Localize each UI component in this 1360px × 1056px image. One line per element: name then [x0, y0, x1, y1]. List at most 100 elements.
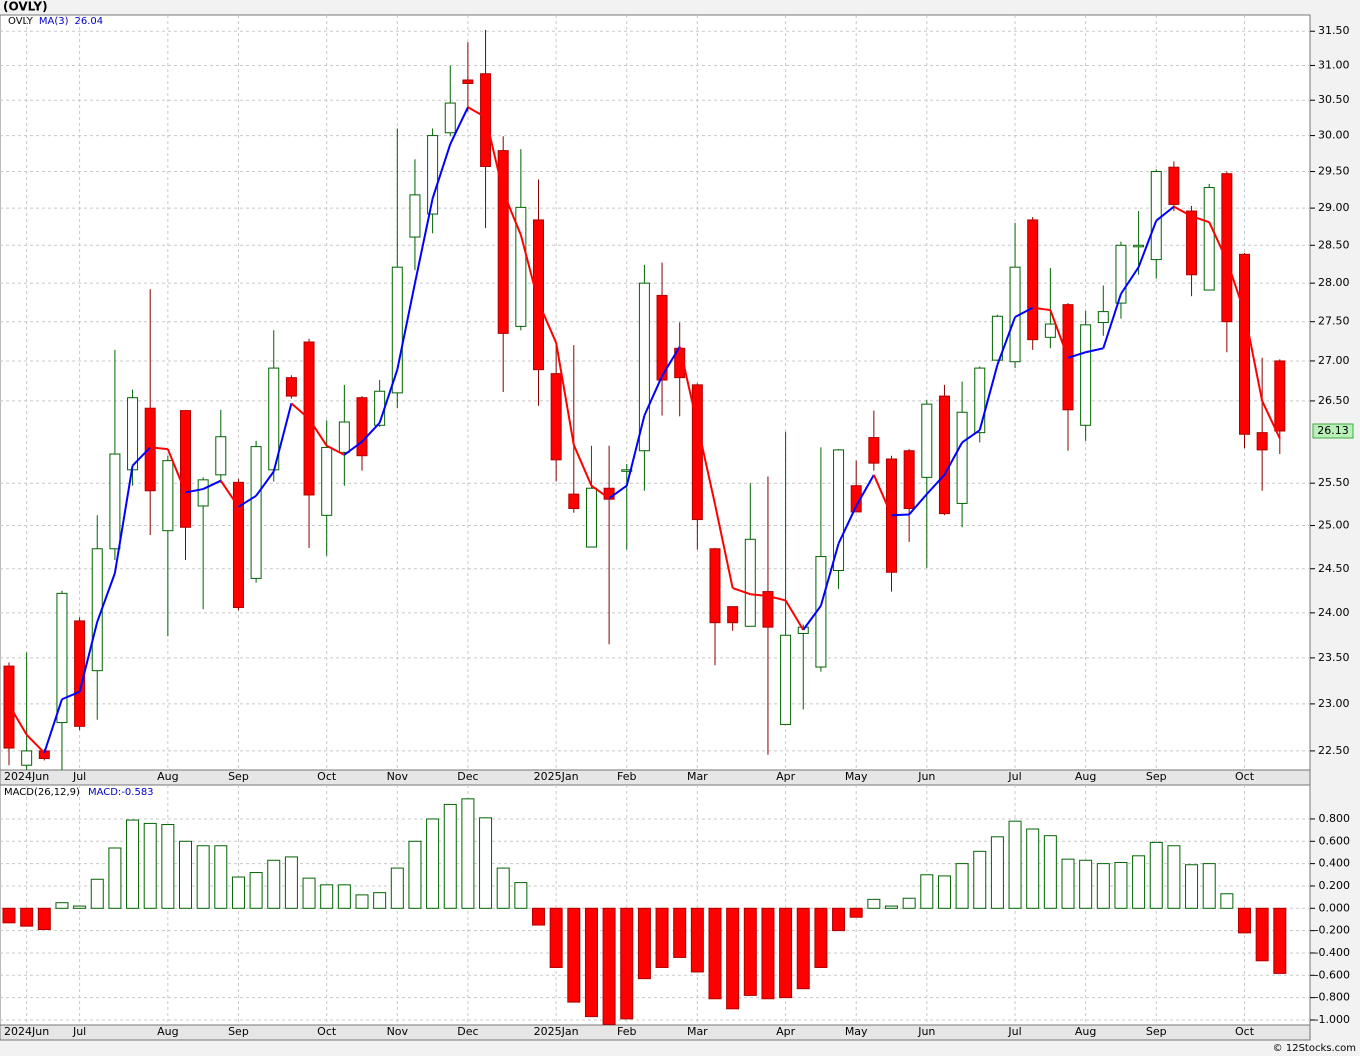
macd-bar — [108, 847, 122, 909]
candle-body — [533, 219, 544, 371]
ma-segment — [96, 572, 116, 623]
ma-segment — [449, 106, 469, 145]
macd-bar — [267, 859, 281, 909]
x-tick-label: May — [845, 770, 868, 783]
macd-bar — [761, 907, 775, 1000]
x-tick-label: May — [845, 1025, 868, 1038]
ma-segment — [714, 504, 734, 589]
candle-body — [1239, 253, 1250, 435]
macd-bar — [1026, 828, 1040, 909]
ma-segment — [1120, 266, 1140, 295]
ma-segment — [78, 621, 99, 693]
ma-segment — [1032, 306, 1051, 312]
macd-bar — [373, 892, 387, 909]
macd-bar — [90, 878, 104, 909]
ma-segment — [750, 593, 769, 597]
macd-bar — [408, 840, 422, 909]
y-tick-label: 0.000 — [1319, 901, 1351, 914]
candle-body — [833, 449, 845, 572]
ma-segment — [555, 342, 575, 446]
ma-segment — [678, 346, 699, 425]
candle-body — [1150, 171, 1162, 261]
x-tick-label: Jul — [72, 1025, 86, 1038]
candle-body — [727, 606, 739, 624]
candle-body — [109, 453, 121, 550]
macd-bar — [161, 824, 175, 909]
candle-body — [974, 367, 986, 434]
ma-segment — [891, 513, 910, 517]
macd-bar — [602, 907, 616, 1025]
ma-segment — [661, 346, 681, 377]
macd-bar — [549, 907, 563, 968]
ma-segment — [202, 479, 222, 490]
y-tick-label: -1.000 — [1315, 1013, 1350, 1026]
x-tick-label: Mar — [687, 1025, 708, 1038]
macd-bar — [673, 907, 687, 958]
x-tick-label: Aug — [1075, 770, 1096, 783]
ma-segment — [1102, 293, 1122, 349]
ma-segment — [908, 493, 928, 516]
macd-bar — [867, 898, 881, 909]
candle-body — [780, 634, 792, 725]
ma-segment — [378, 369, 399, 424]
macd-bar — [937, 875, 951, 909]
macd-bar — [1202, 863, 1216, 909]
candle-body — [444, 102, 456, 134]
ma-segment — [1208, 221, 1228, 261]
x-tick-label: Nov — [387, 770, 409, 783]
ma-segment — [572, 444, 593, 487]
legend: OVLY MA(3) 26.04 — [8, 16, 103, 27]
ma-segment — [519, 234, 540, 303]
legend-ma-value: 26.04 — [75, 16, 104, 27]
y-tick-label: 27.50 — [1318, 315, 1350, 328]
candle-body — [868, 437, 880, 464]
ma-segment — [343, 440, 363, 456]
macd-bar — [637, 907, 651, 980]
y-tick-label: -0.200 — [1315, 924, 1350, 937]
ma-segment — [1243, 312, 1264, 402]
macd-bar — [1043, 835, 1057, 909]
y-tick-label: 30.50 — [1318, 93, 1350, 106]
y-tick-label: 27.00 — [1318, 354, 1350, 367]
ma-segment — [1155, 205, 1175, 222]
x-tick-label: Oct — [317, 770, 337, 783]
macd-bar — [1096, 863, 1110, 909]
macd-bar — [796, 907, 810, 990]
macd-bar — [832, 907, 846, 932]
ma-segment — [396, 282, 416, 370]
macd-bar — [1167, 845, 1181, 909]
macd-bar — [902, 897, 916, 909]
y-tick-label: 23.00 — [1318, 697, 1350, 710]
ma-segment — [255, 470, 275, 497]
ma-segment — [326, 444, 345, 456]
macd-bar — [1061, 858, 1075, 909]
candle-body — [356, 397, 368, 457]
candle-body — [1027, 219, 1039, 341]
candle-body — [797, 626, 809, 634]
y-tick-label: 25.50 — [1318, 476, 1350, 489]
ma-segment — [361, 422, 381, 443]
macd-bar — [196, 845, 210, 909]
macd-bar — [726, 907, 740, 1010]
legend-ma: MA(3) — [39, 16, 69, 27]
candle-body — [638, 282, 650, 452]
candle-body — [144, 407, 156, 492]
ma-segment — [802, 605, 822, 631]
macd-bar — [461, 798, 475, 909]
x-tick-label: Dec — [457, 770, 478, 783]
candle-body — [250, 446, 262, 579]
macd-bar — [73, 905, 87, 909]
candle-body — [956, 411, 968, 504]
x-tick-label: Sep — [1146, 1025, 1167, 1038]
ma-segment — [1014, 306, 1034, 318]
ma-segment — [855, 474, 875, 507]
ma-segment — [272, 403, 293, 472]
y-tick-label: 0.400 — [1319, 857, 1351, 870]
macd-bar — [320, 884, 334, 909]
x-tick-label: Aug — [157, 770, 178, 783]
candle-body — [197, 479, 209, 507]
candle-body — [709, 548, 721, 624]
x-tick-label: Dec — [457, 1025, 478, 1038]
ma-segment — [537, 301, 558, 344]
candle-body — [938, 395, 950, 515]
